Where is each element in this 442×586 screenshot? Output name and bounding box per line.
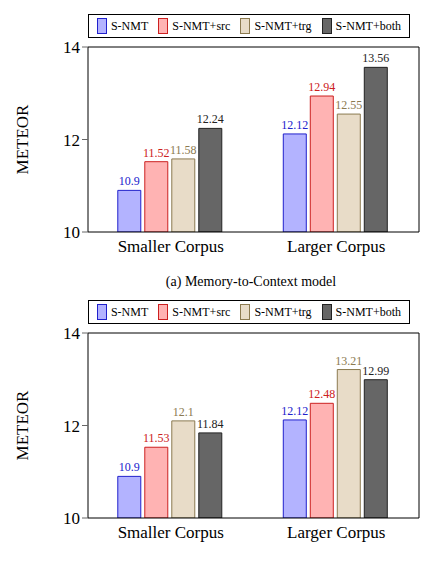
html-text:S-NMT: S-NMT	[110, 18, 149, 33]
svg-text:10: 10	[63, 223, 80, 242]
svg-text:Larger Corpus: Larger Corpus	[287, 237, 385, 256]
svg-text:12: 12	[63, 131, 80, 150]
svg-text:Larger Corpus: Larger Corpus	[287, 523, 385, 542]
svg-text:12.12: 12.12	[281, 404, 308, 418]
svg-text:Smaller Corpus: Smaller Corpus	[118, 237, 224, 256]
svg-text:METEOR: METEOR	[13, 390, 32, 461]
svg-text:METEOR: METEOR	[13, 104, 32, 175]
svg-text:Smaller Corpus: Smaller Corpus	[118, 523, 224, 542]
svg-text:12: 12	[63, 417, 80, 436]
svg-text:12.24: 12.24	[197, 112, 224, 126]
svg-text:11.58: 11.58	[170, 143, 197, 157]
svg-text:12.94: 12.94	[308, 80, 335, 94]
svg-text:12.12: 12.12	[281, 118, 308, 132]
svg-text:11.53: 11.53	[143, 431, 170, 445]
html-text:S-NMT+src: S-NMT+src	[172, 18, 231, 33]
html-text:S-NMT: S-NMT	[110, 304, 149, 319]
svg-text:11.84: 11.84	[197, 417, 224, 431]
svg-text:10.9: 10.9	[119, 460, 140, 474]
svg-text:13.21: 13.21	[335, 354, 362, 368]
svg-text:12.48: 12.48	[308, 387, 335, 401]
svg-text:12.1: 12.1	[173, 405, 194, 419]
svg-text:10: 10	[63, 509, 80, 528]
html-text:S-NMT+trg: S-NMT+trg	[254, 304, 312, 319]
svg-text:12.99: 12.99	[362, 364, 389, 378]
svg-text:14: 14	[63, 324, 81, 343]
html-text:S-NMT+src: S-NMT+src	[172, 304, 231, 319]
html-text:S-NMT+both: S-NMT+both	[335, 18, 401, 33]
html-text:S-NMT+trg: S-NMT+trg	[254, 18, 312, 33]
svg-text:10.9: 10.9	[119, 174, 140, 188]
html-text:S-NMT+both: S-NMT+both	[335, 304, 401, 319]
html-text:(a) Memory-to-Context model: (a) Memory-to-Context model	[165, 274, 337, 289]
svg-text:13.56: 13.56	[362, 51, 389, 65]
svg-text:14: 14	[63, 38, 81, 57]
svg-text:11.52: 11.52	[143, 146, 170, 160]
svg-text:12.55: 12.55	[335, 98, 362, 112]
